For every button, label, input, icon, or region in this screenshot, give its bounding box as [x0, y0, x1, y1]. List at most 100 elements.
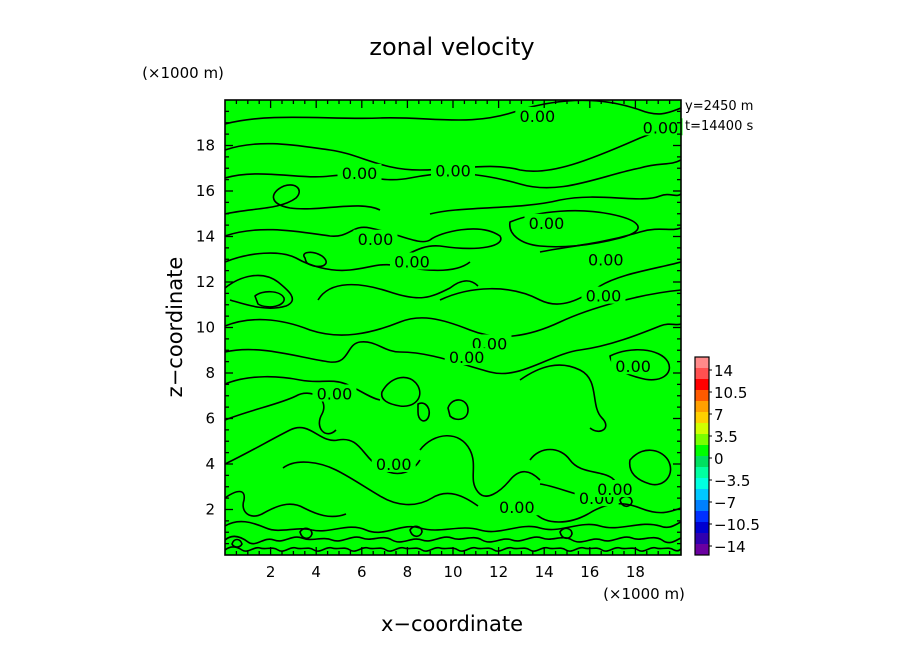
contour-value-label: 0.00	[317, 384, 353, 403]
contour-line	[225, 546, 681, 552]
colorbar-swatch	[695, 434, 709, 446]
colorbar-label: 14	[714, 362, 733, 380]
colorbar-swatch	[695, 368, 709, 380]
contour-line	[409, 525, 423, 538]
contour-line	[559, 527, 573, 540]
contour-value-label: 0.00	[529, 214, 565, 233]
contour-line	[419, 435, 541, 497]
x-tick-label: 8	[403, 563, 413, 581]
contour-label-bg	[444, 348, 489, 366]
colorbar-label: 3.5	[714, 428, 738, 446]
contour-value-label: 0.00	[643, 118, 679, 137]
contour-label-bg	[431, 161, 475, 179]
colorbar-swatch	[695, 445, 709, 457]
contour-line	[225, 289, 681, 338]
contour-label-bg	[371, 455, 416, 472]
x-tick-label: 16	[580, 563, 599, 581]
contour-label-bg	[353, 229, 398, 247]
y-tick-label: 16	[196, 182, 215, 200]
contour-line	[225, 274, 294, 309]
contour-labels: 0.00 0.00 0.00 0.00 0.00 0.00 0.00 0.00 0.00 0.00…	[312, 106, 683, 517]
contour-value-label: 0.00	[358, 230, 394, 249]
contour-label-bg	[592, 480, 637, 498]
colorbar-swatch	[695, 511, 709, 523]
contour-line	[539, 227, 681, 253]
contour-label-bg	[611, 357, 656, 375]
contour-label-bg	[515, 106, 560, 124]
y-tick-label: 6	[205, 410, 215, 428]
axis-ticks	[225, 100, 681, 555]
contour-line	[225, 490, 347, 518]
contour-line	[225, 226, 502, 263]
contour-line	[231, 538, 243, 548]
contour-line	[628, 449, 672, 486]
contour-line	[225, 375, 381, 401]
x-tick-label: 4	[311, 563, 321, 581]
x-tick-label: 10	[443, 563, 462, 581]
chart-title: zonal velocity	[369, 33, 534, 61]
contour-value-label: 0.00	[520, 107, 556, 126]
colorbar-swatch	[695, 390, 709, 402]
colorbar-label: −7	[714, 494, 736, 512]
colorbar-label: 10.5	[714, 384, 747, 402]
contour-label-bg	[524, 213, 569, 231]
y-unit-label: (×1000 m)	[142, 64, 224, 82]
colorbar-swatch	[695, 379, 709, 391]
contour-value-label: 0.00	[449, 348, 485, 367]
y-axis-label: z−coordinate	[163, 257, 187, 398]
colorbar-frame	[694, 356, 710, 556]
contour-line	[519, 364, 607, 433]
contour-label-bg	[494, 498, 539, 516]
contour-line	[303, 251, 327, 268]
contour-line	[225, 426, 421, 475]
contour-value-label: 0.00	[615, 357, 651, 376]
colorbar-label: −10.5	[714, 516, 760, 534]
info-line-y: y=2450 m	[685, 99, 753, 114]
contour-label-bg	[583, 250, 628, 268]
x-axis-label: x−coordinate	[381, 612, 523, 636]
contour-line	[417, 402, 431, 422]
x-tick-label: 14	[535, 563, 554, 581]
y-tick-label: 4	[205, 455, 215, 473]
x-tick-labels: 2 4 6 8 10 12 14 16 18	[266, 563, 645, 581]
contour-label-bg	[389, 252, 434, 270]
plot-area: 0.00 0.00 0.00 0.00 0.00 0.00 0.00 0.00 0.00 0.00…	[224, 99, 683, 556]
contour-line	[429, 193, 681, 215]
contour-value-label: 0.00	[586, 287, 622, 306]
contour-label-bg	[581, 286, 626, 304]
y-tick-label: 18	[196, 137, 215, 155]
info-line-t: t=14400 s	[685, 119, 753, 134]
contour-value-label: 0.00	[597, 480, 633, 499]
colorbar-swatch	[695, 456, 709, 468]
y-tick-label: 14	[196, 228, 215, 246]
colorbar-swatch	[695, 533, 709, 545]
contour-value-label: 0.00	[588, 250, 624, 269]
contour-line	[439, 261, 681, 305]
contour-line	[225, 520, 681, 534]
colorbar-label: −14	[714, 538, 746, 556]
colorbar-swatch	[695, 500, 709, 512]
contour-line	[254, 290, 285, 308]
contour-line	[225, 184, 381, 215]
y-tick-label: 12	[196, 273, 215, 291]
contour-label-bg	[638, 118, 683, 136]
contour-line	[225, 535, 681, 545]
contour-label-bg	[467, 334, 512, 352]
y-tick-label: 10	[196, 319, 215, 337]
colorbar-label: −3.5	[714, 472, 750, 490]
x-tick-label: 2	[266, 563, 276, 581]
x-unit-label: (×1000 m)	[603, 585, 685, 603]
contour-line	[282, 461, 479, 507]
contour-label-bg	[312, 384, 357, 402]
colorbar-swatch	[695, 522, 709, 534]
x-tick-label: 12	[489, 563, 508, 581]
y-tick-label: 2	[205, 501, 215, 519]
contour-line	[447, 399, 469, 421]
colorbar-swatch	[695, 489, 709, 501]
contour-value-label: 0.00	[376, 455, 412, 474]
colorbar: 14 10.5 7 3.5 0 −3.5 −7 −10.5 −14	[694, 356, 760, 556]
contour-line	[299, 527, 313, 540]
contour-line	[380, 376, 421, 408]
contour-label-bg	[337, 163, 382, 181]
y-tick-labels: 2 4 6 8 10 12 14 16 18	[196, 137, 215, 519]
